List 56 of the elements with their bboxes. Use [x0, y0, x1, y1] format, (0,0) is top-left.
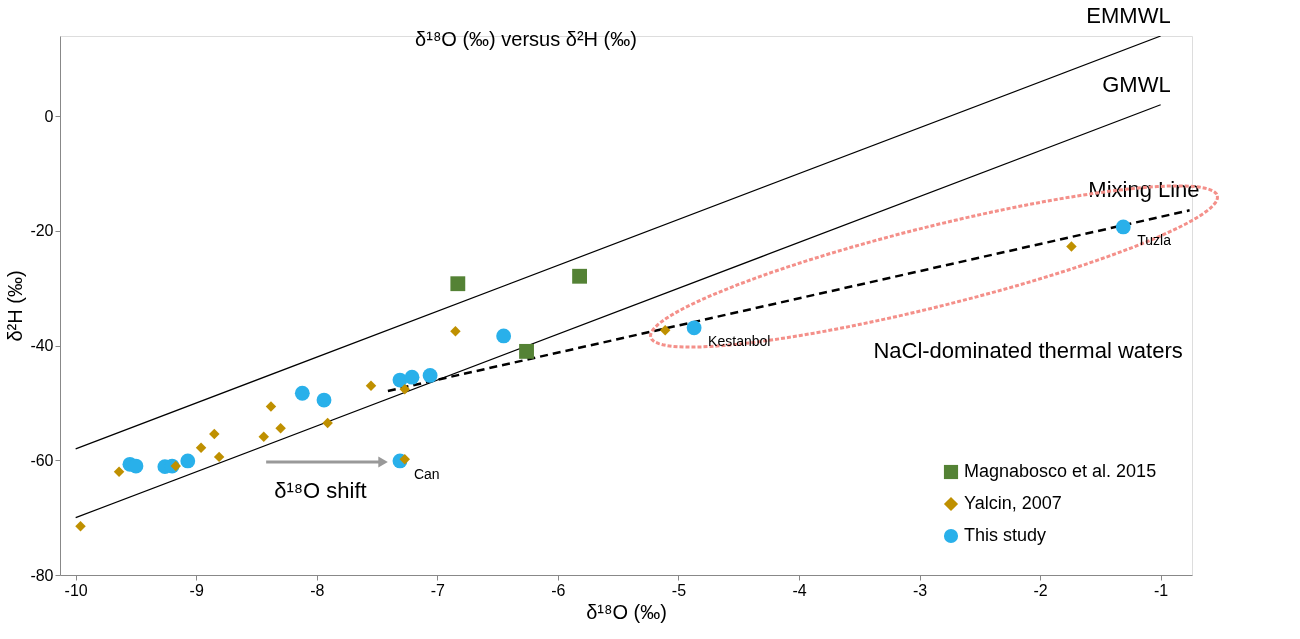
- y-tick-label: -20: [30, 222, 54, 240]
- x-tick-label: -3: [912, 581, 928, 599]
- point: [258, 431, 269, 443]
- x-tick-label: -10: [64, 581, 88, 599]
- annotation: NaCl-dominated thermal waters: [873, 337, 1183, 363]
- point: [422, 368, 438, 383]
- x-tick-label: -4: [792, 581, 807, 599]
- annotation: Can: [413, 465, 440, 482]
- x-tick-label: -9: [189, 581, 204, 599]
- series-label: GMWL: [1102, 71, 1171, 97]
- y-tick-label: -40: [30, 337, 54, 355]
- point: [275, 422, 286, 434]
- y-tick-label: -80: [30, 566, 54, 584]
- point: [519, 343, 534, 359]
- point: [686, 320, 702, 336]
- x-tick-label: -1: [1154, 581, 1169, 599]
- series-label: EMMWL: [1086, 3, 1171, 28]
- point: [294, 385, 310, 401]
- point: [572, 268, 587, 284]
- legend-label: Magnabosco et al. 2015: [964, 461, 1157, 481]
- legend-label: Yalcin, 2007: [964, 493, 1062, 513]
- point: [180, 453, 196, 469]
- point: [170, 460, 181, 472]
- y-axis-title: δ²H (‰): [4, 270, 27, 342]
- point: [1115, 219, 1131, 235]
- point: [195, 442, 207, 453]
- point: [128, 458, 144, 474]
- annotation: Kestanbol: [708, 332, 771, 349]
- annotation: Tuzla: [1137, 231, 1172, 248]
- annotation: δ¹⁸O shift: [274, 477, 367, 503]
- y-tick-label: -60: [30, 451, 54, 469]
- point: [75, 521, 86, 532]
- x-tick-label: -5: [671, 581, 687, 599]
- point: [450, 276, 466, 292]
- point: [404, 369, 420, 385]
- point: [399, 383, 411, 395]
- point: [213, 451, 225, 463]
- point: [1066, 241, 1077, 252]
- point: [399, 453, 411, 465]
- x-tick-label: -6: [551, 581, 566, 599]
- x-tick-label: -2: [1033, 581, 1048, 599]
- point: [316, 392, 332, 408]
- point: [450, 326, 461, 337]
- point: [659, 324, 671, 336]
- point: [209, 428, 220, 440]
- point: [496, 328, 512, 344]
- x-axis-title: δ¹⁸O (‰): [586, 600, 667, 623]
- point: [322, 417, 333, 429]
- x-tick-label: -8: [310, 581, 325, 599]
- y-tick-label: 0: [44, 107, 54, 125]
- point: [365, 380, 377, 392]
- point: [265, 401, 277, 412]
- point: [113, 466, 125, 478]
- legend-label: This study: [964, 525, 1047, 545]
- x-tick-label: -7: [430, 581, 446, 599]
- chart-title: δ¹⁸O (‰) versus δ²H (‰): [415, 28, 637, 50]
